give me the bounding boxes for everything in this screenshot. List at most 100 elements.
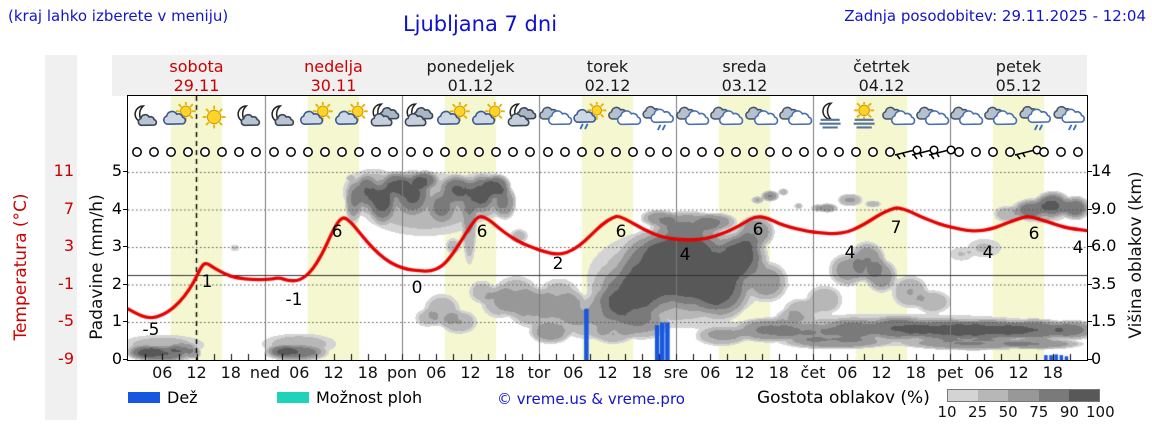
weather-icon-sun-cloud [471,98,505,136]
wind-barb-icon [894,144,922,160]
wind-barb-icon [929,144,956,160]
last-update-text: Zadnja posodobitev: 29.11.2025 - 12:04 [844,7,1146,25]
wind-calm-icon [573,144,590,160]
time-tick-label: 12 [1008,363,1029,382]
shower-legend-swatch [277,392,309,403]
axis-tick-mark [123,208,128,210]
time-tick-label: 06 [974,363,995,382]
wind-calm-icon [796,144,813,160]
time-tick-label: 06 [289,363,310,382]
wind-calm-icon [248,144,265,160]
axis-tick-mark [1087,321,1092,322]
cloud-height-tick: 9.0 [1091,198,1117,218]
weather-icon-clouds [950,98,984,136]
day-date: 05.12 [995,76,1042,96]
wind-calm-icon [813,144,830,160]
precip-tick: 4 [111,198,122,218]
day-header: ponedeljek 01.12 [402,57,539,95]
precip-tick: 5 [111,161,122,180]
colorbar-tick-label: 25 [968,403,988,421]
temperature-value-label: -5 [142,320,160,340]
day-date: 01.12 [447,76,494,96]
day-date: 30.11 [310,76,357,96]
wind-calm-icon [1001,144,1018,160]
weather-icon-moon-cloud [128,98,162,136]
wind-calm-icon [299,144,316,160]
wind-calm-icon [505,144,522,160]
cloud-cover-legend-label: Gostota oblakov (%) [757,388,930,408]
day-header: torek 02.12 [539,57,676,95]
wind-calm-icon [950,144,967,160]
axis-tick-mark [1087,171,1092,172]
time-tick-label: 18 [494,363,515,382]
weather-icon-sun-cloud [334,98,368,136]
wind-calm-icon [608,144,625,160]
temperature-tick: -9 [58,349,74,368]
page-title: Ljubljana 7 dni [402,12,558,36]
precip-tick: 3 [111,236,122,255]
wind-calm-icon [539,144,556,160]
wind-calm-icon [693,144,710,160]
precip-tick: 1 [111,311,122,330]
temperature-tick: 11 [53,161,74,180]
wind-calm-icon [710,144,727,160]
wind-calm-icon [779,144,796,160]
rain-legend-swatch [128,392,160,403]
weather-icon-clouds-drizzle [1018,98,1053,136]
colorbar-tick-label: 75 [1029,403,1049,421]
colorbar-segment [978,390,1009,401]
time-tick-label: 12 [871,363,892,382]
time-tick-label: čet [800,363,826,382]
weather-icon-clouds-drizzle [1053,98,1087,136]
wind-calm-icon [1053,144,1070,160]
day-date: 29.11 [173,76,220,96]
wind-calm-icon [984,144,1001,160]
temperature-value-label: 0 [411,278,423,298]
wind-calm-icon [642,144,659,160]
colorbar-tick-label: 50 [998,403,1018,421]
temperature-tick: 3 [63,236,74,255]
axis-tick-mark [123,246,128,247]
weather-icon-clouds [984,98,1018,136]
wind-calm-icon [625,144,642,160]
cloud-height-tick: 0 [1091,349,1102,368]
wind-calm-icon [368,144,385,160]
time-tick-label: 06 [837,363,858,382]
temperature-axis-title: Temperatura (°C) [11,193,31,341]
day-date: 02.12 [584,76,631,96]
weather-icon-clouds [881,98,916,136]
axis-tick-mark [1087,283,1092,285]
precip-tick: 0 [111,349,122,368]
axis-tick-mark [1087,359,1092,360]
wind-calm-icon [830,144,847,160]
weather-icon-sun-fog [847,98,881,136]
menu-hint-text: (kraj lahko izberete v meniju) [8,7,229,25]
wind-calm-icon [197,144,214,160]
weather-icon-moon-clouds [505,98,539,136]
wind-calm-icon [882,144,899,160]
shower-legend-label: Možnost ploh [316,388,423,407]
wind-barb-icon [912,144,939,160]
wind-calm-icon [1070,144,1087,160]
weather-icon-sun-cloud [162,98,197,136]
weather-icon-moon-fog [813,98,847,136]
wind-calm-icon [385,144,402,160]
wind-calm-icon [282,144,299,160]
time-tick-label: sre [663,363,689,382]
weather-icon-clouds [778,98,813,136]
time-tick-label: 06 [700,363,721,382]
day-name: sreda [722,57,767,76]
wind-calm-icon [556,144,573,160]
time-tick-label: pet [936,363,964,382]
day-header: sreda 03.12 [676,57,813,95]
axis-tick-mark [1087,246,1092,247]
day-date: 03.12 [721,76,768,96]
weather-icon-clouds [676,98,710,136]
day-name: četrtek [853,57,910,76]
cloud-cover-colorbar [947,389,1100,402]
day-header: nedelja 30.11 [265,57,402,95]
wind-calm-icon [967,144,984,160]
day-name: sobota [169,57,224,76]
axis-tick-mark [123,171,128,172]
wind-calm-icon [436,144,453,160]
